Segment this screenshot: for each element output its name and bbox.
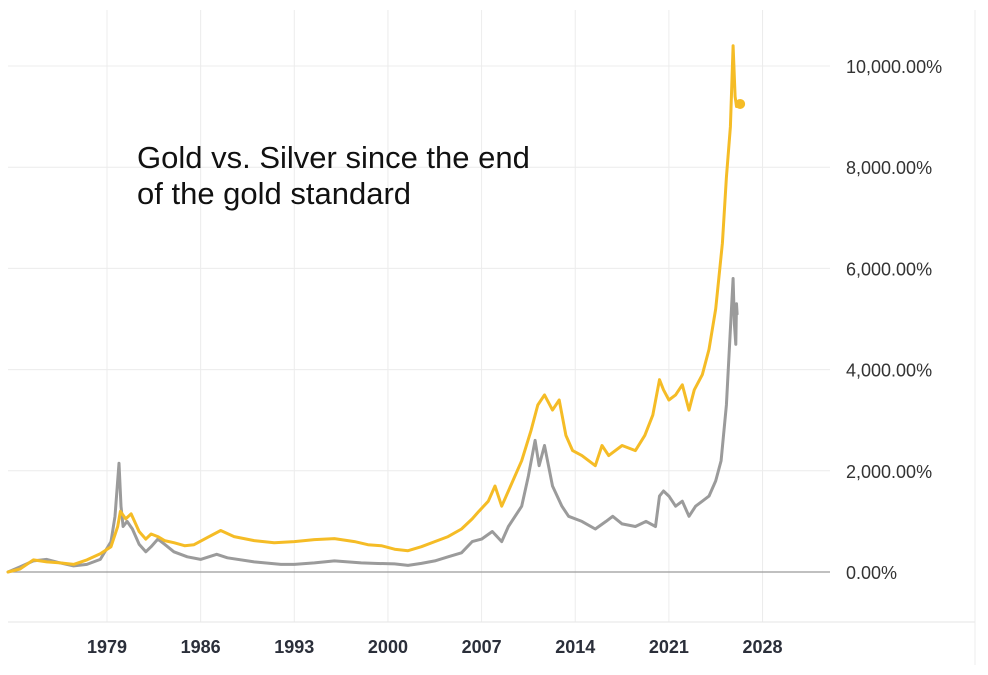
x-tick-label: 2021 (649, 637, 689, 657)
y-tick-label: 6,000.00% (846, 259, 932, 279)
x-axis-ticks: 1979 1986 1993 2000 2007 2014 2021 2028 (87, 637, 783, 657)
x-tick-label: 2028 (743, 637, 783, 657)
y-tick-label: 8,000.00% (846, 158, 932, 178)
y-tick-label: 0.00% (846, 563, 897, 583)
chart-title: Gold vs. Silver since the end of the gol… (137, 140, 530, 211)
x-tick-label: 1993 (274, 637, 314, 657)
y-tick-label: 10,000.00% (846, 57, 942, 77)
x-tick-label: 2000 (368, 637, 408, 657)
y-tick-label: 4,000.00% (846, 361, 932, 381)
series (6, 44, 746, 574)
series-line (6, 44, 739, 574)
y-tick-label: 2,000.00% (846, 462, 932, 482)
axes (8, 10, 976, 665)
x-tick-label: 1986 (181, 637, 221, 657)
x-tick-label: 1979 (87, 637, 127, 657)
x-tick-label: 2014 (555, 637, 595, 657)
series-line (6, 277, 739, 574)
y-axis-ticks: 0.00% 2,000.00% 4,000.00% 6,000.00% 8,000.00… (846, 57, 942, 583)
grid (8, 10, 830, 622)
series-end-marker (735, 98, 746, 109)
x-tick-label: 2007 (462, 637, 502, 657)
